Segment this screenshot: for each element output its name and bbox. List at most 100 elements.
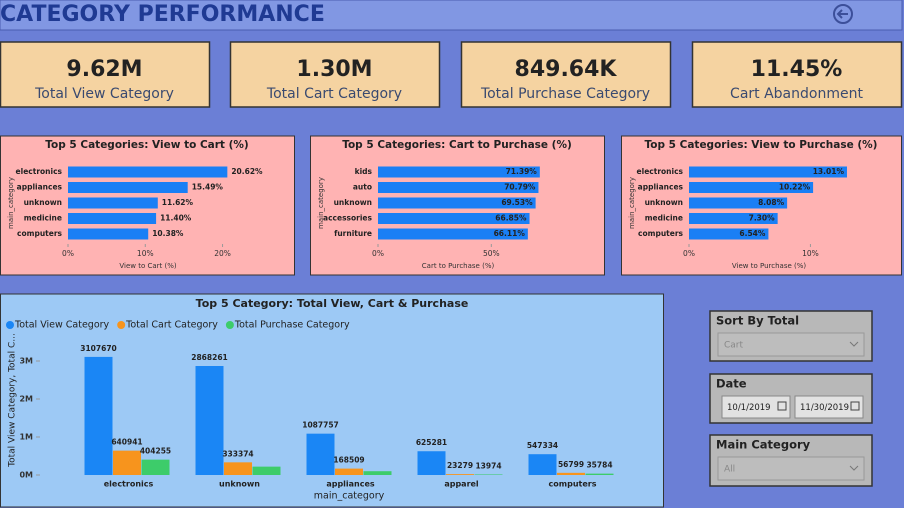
content: 9.62M Total View Category 1.30M Total Cart …: [0, 41, 903, 508]
bar: [446, 474, 474, 475]
y-axis-label: main_category: [317, 177, 325, 229]
value-label: 56799: [558, 460, 584, 469]
date-input[interactable]: [794, 395, 864, 419]
date-input[interactable]: [721, 395, 791, 419]
bar: [68, 166, 228, 178]
category-label: accessories: [323, 214, 372, 223]
value-label: 15.49%: [192, 183, 224, 192]
kpi-card: [229, 41, 441, 108]
chart-title: Top 5 Categories: View to Cart (%): [45, 139, 248, 151]
date-value[interactable]: 11/30/2019: [800, 403, 849, 413]
x-tick-label: 10%: [137, 249, 154, 258]
title-bar: [0, 0, 903, 31]
x-tick-label: 0%: [372, 249, 384, 258]
bar: [417, 451, 446, 475]
bar: [378, 197, 536, 209]
legend-label: Total Cart Category: [125, 320, 218, 331]
legend-label: Total View Category: [14, 320, 110, 331]
dropdown-value[interactable]: Cart: [724, 341, 743, 351]
value-label: 11.62%: [162, 198, 194, 207]
dropdown-value[interactable]: All: [724, 465, 735, 475]
value-label: 13974: [475, 461, 501, 470]
calendar-icon[interactable]: [850, 401, 860, 411]
category-label: furniture: [334, 229, 372, 238]
bar: [689, 197, 788, 209]
bar: [141, 459, 170, 475]
category-label: unknown: [334, 198, 372, 207]
value-label: 8.08%: [758, 198, 785, 207]
bar: [378, 182, 539, 193]
value-label: 66.11%: [494, 229, 526, 238]
kpi-value: 9.62M: [66, 57, 142, 82]
dropdown[interactable]: [717, 332, 865, 357]
bar: [689, 182, 814, 193]
category-label: medicine: [645, 214, 683, 223]
category-label: auto: [353, 183, 372, 192]
category-label: medicine: [24, 214, 62, 223]
dropdown-chevron[interactable]: [849, 341, 859, 347]
x-tick-label: apparel: [444, 480, 479, 489]
value-label: 6.54%: [739, 229, 766, 238]
kpi-label: Total Cart Category: [266, 86, 402, 102]
kpi-label: Total View Category: [34, 86, 174, 102]
bar: [378, 213, 530, 224]
chart-title: Top 5 Categories: Cart to Purchase (%): [342, 139, 572, 151]
y-axis-label: main_category: [628, 177, 636, 229]
kpi-value: 849.64K: [515, 57, 618, 82]
x-axis-label: View to Purchase (%): [732, 262, 806, 270]
y-axis-label: Total View Category, Total C...: [8, 333, 18, 468]
y-axis-label: main_category: [7, 177, 15, 229]
value-label: 547334: [527, 441, 558, 450]
back-icon[interactable]: [833, 4, 853, 24]
y-tick-label: 0M: [19, 471, 33, 480]
back-button[interactable]: [833, 4, 853, 24]
chart-title: Top 5 Category: Total View, Cart & Purch…: [196, 297, 469, 310]
back-arrow[interactable]: [836, 9, 848, 19]
value-label: 66.85%: [495, 214, 527, 223]
category-label: kids: [355, 167, 373, 176]
legend-swatch: [6, 321, 14, 329]
category-label: appliances: [17, 183, 63, 192]
dropdown-chevron[interactable]: [849, 465, 859, 471]
bar: [378, 228, 528, 240]
dropdown[interactable]: [717, 456, 865, 481]
bar: [306, 433, 335, 475]
date-value[interactable]: 10/1/2019: [727, 403, 771, 413]
x-axis-label: View to Cart (%): [119, 262, 176, 270]
category-label: electronics: [637, 167, 684, 176]
kpi-value: 1.30M: [296, 57, 372, 82]
x-tick-label: 10%: [802, 249, 819, 258]
value-label: 11.40%: [160, 214, 192, 223]
value-label: 13.01%: [813, 167, 845, 176]
value-label: 333374: [222, 449, 253, 458]
bar: [68, 182, 188, 193]
calendar-icon[interactable]: [777, 401, 787, 411]
value-label: 10.22%: [779, 183, 811, 192]
category-label: electronics: [16, 167, 63, 176]
legend-swatch: [225, 321, 234, 329]
bar: [557, 472, 585, 475]
x-tick-label: 0%: [62, 249, 74, 258]
category-label: unknown: [645, 198, 683, 207]
bar: [252, 466, 281, 475]
kpi-card: [460, 41, 672, 108]
bar: [528, 454, 557, 475]
page-title: CATEGORY PERFORMANCE: [0, 2, 325, 27]
bar: [689, 166, 847, 178]
value-label: 2868261: [191, 353, 228, 362]
x-axis-label: Cart to Purchase (%): [422, 262, 495, 270]
category-label: appliances: [638, 183, 684, 192]
value-label: 3107670: [80, 344, 117, 353]
bar: [68, 213, 157, 224]
bar: [224, 462, 252, 475]
value-label: 7.30%: [749, 214, 776, 223]
value-label: 168509: [333, 456, 364, 465]
legend-swatch: [117, 321, 126, 329]
value-label: 71.39%: [506, 167, 538, 176]
bar: [689, 228, 769, 240]
value-label: 10.38%: [152, 229, 184, 238]
value-label: 70.79%: [504, 183, 536, 192]
value-label: 20.62%: [231, 167, 263, 176]
value-label: 625281: [416, 438, 447, 447]
